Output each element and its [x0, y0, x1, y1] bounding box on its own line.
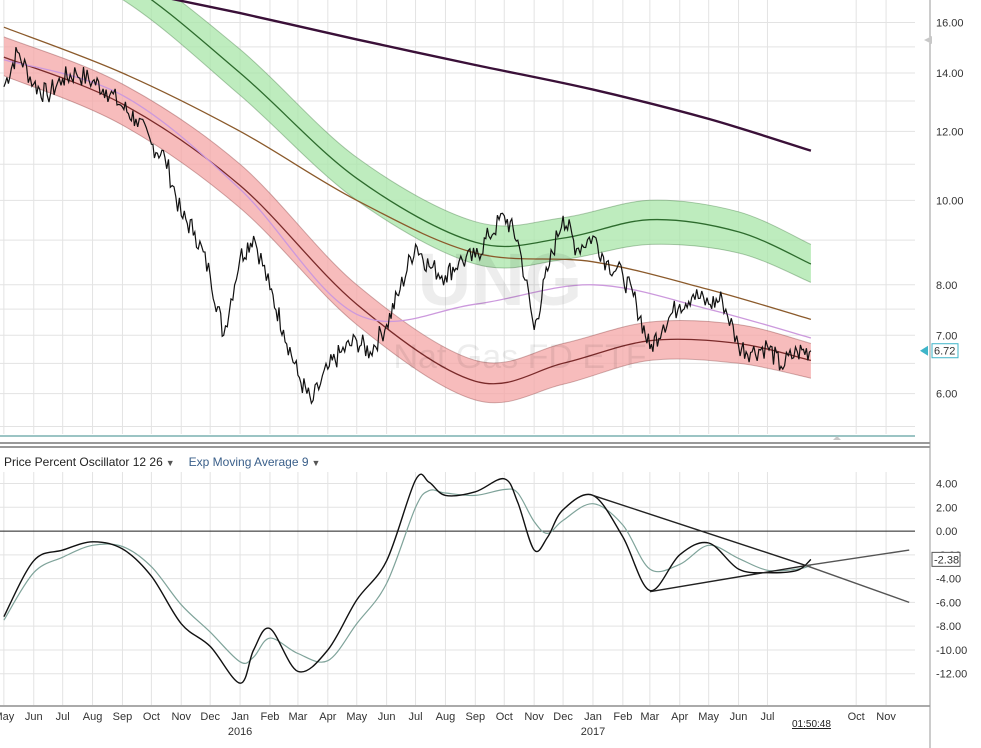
month-label: Oct: [848, 711, 865, 723]
month-label: Sep: [113, 711, 133, 723]
ppo-line: [3, 473, 812, 684]
last-price-label: 6.72: [934, 346, 955, 358]
collapse-icon[interactable]: [833, 436, 841, 440]
month-label: Oct: [143, 711, 160, 723]
osc-tick-label: 4.00: [936, 479, 957, 491]
band-upper-1: [3, 36, 812, 364]
band-lower-0: [122, 0, 812, 283]
indicator-selector[interactable]: Price Percent Oscillator 12 26 ▼: [4, 455, 175, 469]
band-fill-0: [123, 0, 811, 283]
month-label: Jul: [56, 711, 70, 723]
year-label: 2017: [581, 726, 605, 738]
last-osc-label: -2.38: [934, 554, 959, 566]
band-mid-0: [150, 0, 812, 265]
price-tick-label: 14.00: [936, 68, 964, 80]
month-label: Sep: [466, 711, 486, 723]
watermark-name: Nat Gas FD ETF: [393, 338, 646, 376]
month-label: Oct: [496, 711, 513, 723]
osc-tick-label: -4.00: [936, 574, 961, 586]
month-label: Mar: [640, 711, 659, 723]
price-tick-label: 16.00: [936, 17, 964, 29]
month-label: Feb: [260, 711, 279, 723]
month-label: Nov: [171, 711, 191, 723]
month-label: Apr: [319, 711, 336, 723]
oscillator-grid: [0, 472, 915, 705]
month-label: Feb: [613, 711, 632, 723]
osc-tick-label: 2.00: [936, 502, 957, 514]
signal-selector[interactable]: Exp Moving Average 9 ▼: [189, 455, 321, 469]
trendlines: [592, 494, 910, 604]
trendline-0[interactable]: [592, 494, 807, 567]
month-label: Jul: [409, 711, 423, 723]
moving-average-1: [3, 26, 812, 321]
month-label: Dec: [553, 711, 573, 723]
price-series-line: [3, 47, 812, 405]
month-label: Jun: [730, 711, 748, 723]
month-label: Nov: [524, 711, 544, 723]
price-grid: [0, 0, 915, 434]
osc-tick-label: -10.00: [936, 645, 967, 657]
osc-tick-label: -8.00: [936, 621, 961, 633]
oscillator-header: Price Percent Oscillator 12 26 ▼ Exp Movi…: [4, 455, 320, 469]
osc-tick-label: -6.00: [936, 597, 961, 609]
month-label: Dec: [200, 711, 220, 723]
osc-tick-label: -12.00: [936, 669, 967, 681]
month-label: May: [346, 711, 367, 723]
last-price-box: [931, 343, 959, 359]
price-line: [3, 47, 812, 405]
oscillator-lines: [0, 473, 915, 684]
year-label: 2016: [228, 726, 252, 738]
trendline-2[interactable]: [805, 564, 910, 604]
price-tick-label: 10.00: [936, 195, 964, 207]
month-label: Jun: [378, 711, 396, 723]
price-overlays: [3, 0, 812, 339]
band-upper-0: [178, 0, 812, 245]
month-label: Jan: [584, 711, 602, 723]
month-label: May: [698, 711, 719, 723]
price-tick-label: 8.00: [936, 280, 957, 292]
indicator-label: Price Percent Oscillator 12 26: [4, 455, 163, 469]
moving-average-0: [172, 0, 812, 152]
month-label: May: [0, 711, 15, 723]
band-lower-1: [3, 75, 812, 404]
signal-label: Exp Moving Average 9: [188, 455, 309, 469]
countdown-timer: 01:50:48: [792, 719, 831, 730]
chevron-down-icon: ▼: [311, 458, 321, 468]
price-tick-label: 6.00: [936, 389, 957, 401]
moving-average-2: [3, 59, 812, 339]
signal-line: [3, 488, 812, 664]
scroll-left-icon[interactable]: [924, 36, 932, 44]
axis-labels: 16.00 14.00 12.00 10.00 8.00 7.00 6.00 4.00 2.00…: [0, 17, 967, 738]
band-mid-1: [3, 56, 812, 385]
month-label: Jul: [760, 711, 774, 723]
axes: [0, 0, 932, 748]
chevron-down-icon: ▼: [165, 458, 175, 468]
month-label: Apr: [671, 711, 688, 723]
last-price-arrow-icon: [920, 345, 928, 356]
month-label: Jan: [231, 711, 249, 723]
trendline-3[interactable]: [805, 549, 910, 567]
price-tick-label: 7.00: [936, 330, 957, 342]
trendline-1[interactable]: [649, 564, 807, 593]
month-label: Aug: [436, 711, 456, 723]
month-label: Aug: [83, 711, 103, 723]
price-tick-label: 12.00: [936, 126, 964, 138]
month-label: Nov: [876, 711, 896, 723]
month-label: Jun: [25, 711, 43, 723]
last-osc-box: [931, 551, 961, 567]
osc-tick-label: 0.00: [936, 526, 957, 538]
month-label: Mar: [288, 711, 307, 723]
